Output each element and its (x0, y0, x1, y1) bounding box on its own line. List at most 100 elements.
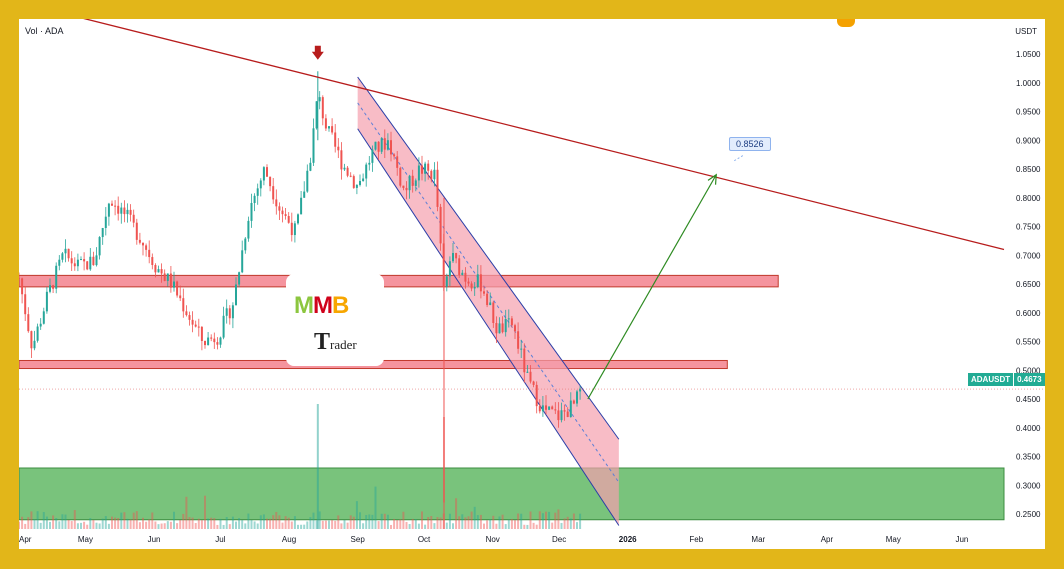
volume-bar-152 (489, 519, 492, 529)
candle-body-102 (334, 132, 337, 147)
candle-body-16 (67, 248, 70, 259)
volume-bar-107 (349, 515, 352, 529)
volume-bar-170 (545, 511, 547, 529)
volume-bar-95 (312, 512, 315, 529)
candle-body-31 (114, 205, 117, 207)
candle-body-140 (452, 253, 454, 262)
volume-bar-55 (188, 517, 191, 529)
candle-body-56 (191, 319, 194, 325)
candle-body-172 (551, 406, 554, 410)
volume-bar-146 (470, 511, 473, 529)
volume-bar-42 (148, 519, 151, 529)
volume-bar-2 (24, 523, 27, 529)
candle-body-86 (284, 214, 287, 217)
y-tick-label-0: 1.0500 (1016, 50, 1041, 59)
volume-bar-27 (101, 518, 104, 529)
volume-bar-149 (479, 514, 482, 529)
candle-body-84 (278, 206, 281, 211)
candle-body-13 (58, 259, 61, 266)
volume-bar-31 (114, 517, 117, 529)
candle-body-74 (247, 220, 250, 239)
volume-bar-134 (433, 523, 436, 529)
candle-body-147 (473, 287, 476, 289)
volume-bar-176 (563, 518, 566, 529)
chart-panel[interactable]: 1.0500 1.0000 0.9500 0.9000 0.8500 0.8000 0.75… (19, 19, 1045, 549)
volume-bar-164 (526, 524, 529, 529)
volume-bar-40 (142, 517, 144, 529)
candle-body-71 (238, 272, 241, 285)
candle-body-85 (281, 210, 284, 215)
volume-bar-34 (123, 512, 126, 529)
volume-bar-166 (532, 522, 535, 529)
volume-bar-50 (173, 511, 175, 529)
candle-body-57 (194, 324, 197, 327)
volume-bar-7 (39, 522, 42, 529)
volume-bar-109 (355, 501, 358, 529)
candle-body-128 (414, 180, 417, 186)
axis-currency-label: USDT (1015, 27, 1037, 36)
channel-upper-line (357, 76, 620, 440)
candle-body-168 (538, 406, 541, 412)
candle-body-76 (253, 195, 256, 203)
candle-body-15 (64, 248, 67, 254)
volume-bar-118 (383, 513, 386, 529)
volume-bar-89 (293, 516, 296, 529)
volume-bar-96 (315, 520, 318, 529)
volume-bar-47 (163, 523, 166, 529)
volume-bar-144 (464, 517, 467, 529)
candle-body-103 (337, 146, 340, 151)
candle-body-165 (529, 371, 532, 382)
candle-body-116 (377, 141, 380, 152)
volume-bar-126 (408, 524, 411, 529)
candle-body-66 (222, 315, 225, 338)
candle-body-32 (117, 205, 120, 214)
x-tick-label-2: Jun (148, 535, 161, 544)
candle-body-65 (219, 337, 222, 345)
candle-body-44 (154, 264, 157, 273)
candle-body-67 (225, 308, 228, 316)
volume-bar-4 (30, 511, 33, 529)
volume-indicator-label[interactable]: Vol · ADA (25, 26, 64, 36)
y-tick-label-3: 0.9000 (1016, 136, 1041, 145)
candle-body-100 (328, 126, 330, 129)
target-price-label: 0.8526 (729, 137, 771, 151)
candle-body-159 (510, 318, 513, 326)
volume-bar-46 (160, 523, 163, 529)
x-tick-label-4: Aug (282, 535, 296, 544)
candle-body-112 (365, 164, 368, 179)
candle-body-68 (228, 308, 231, 319)
x-tick-label-6: Oct (418, 535, 431, 544)
volume-bar-115 (374, 486, 377, 529)
volume-bar-110 (359, 512, 361, 529)
volume-bar-33 (120, 512, 123, 529)
candle-body-1 (21, 278, 24, 295)
candle-body-33 (120, 207, 123, 214)
volume-bar-80 (266, 518, 268, 529)
candle-body-42 (148, 249, 151, 258)
candle-body-28 (104, 216, 107, 229)
candle-body-82 (272, 186, 275, 200)
candle-body-87 (287, 216, 290, 223)
candle-body-93 (306, 170, 309, 192)
candle-body-51 (176, 281, 179, 296)
candle-body-150 (483, 291, 485, 294)
volume-bar-117 (380, 513, 383, 529)
candle-body-75 (250, 202, 253, 221)
volume-bar-82 (272, 515, 275, 529)
volume-bar-51 (176, 523, 179, 529)
volume-bar-145 (467, 516, 470, 529)
candle-body-176 (563, 410, 566, 412)
volume-bar-98 (321, 520, 324, 529)
x-tick-label-1: May (78, 535, 93, 544)
candle-body-158 (507, 318, 510, 320)
candle-body-91 (300, 197, 303, 215)
volume-bar-171 (548, 511, 551, 529)
candle-body-127 (411, 175, 414, 186)
volume-bar-133 (430, 516, 433, 529)
price-chart[interactable]: 1.0500 1.0000 0.9500 0.9000 0.8500 0.8000 0.75… (19, 19, 1045, 549)
volume-bar-120 (390, 524, 392, 529)
volume-bar-123 (399, 519, 402, 529)
volume-bar-104 (340, 523, 343, 529)
candle-body-43 (151, 257, 154, 265)
last-price-badge: ADAUSDT 0.4673 (968, 373, 1045, 386)
